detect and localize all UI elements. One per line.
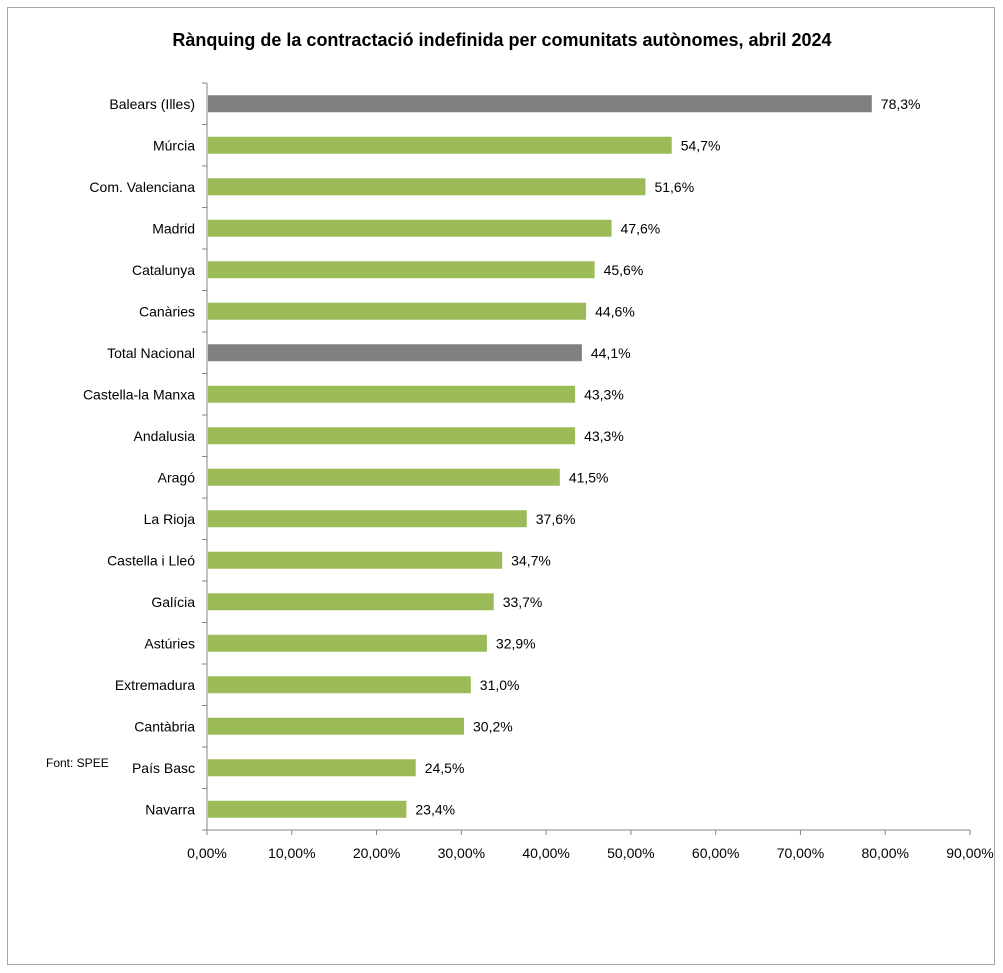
data-label: 43,3% xyxy=(584,428,624,444)
data-label: 37,6% xyxy=(536,511,576,527)
bar xyxy=(208,261,595,279)
data-label: 44,6% xyxy=(595,303,635,319)
category-label: Catalunya xyxy=(132,262,195,278)
category-label: Aragó xyxy=(158,469,196,485)
data-label: 32,9% xyxy=(496,635,536,651)
category-label: Madrid xyxy=(152,220,195,236)
bar xyxy=(208,759,416,777)
data-label: 45,6% xyxy=(604,262,644,278)
category-label: País Basc xyxy=(132,760,195,776)
category-label: Com. Valenciana xyxy=(89,179,195,195)
bar xyxy=(208,178,646,196)
data-label: 54,7% xyxy=(681,137,721,153)
bar xyxy=(208,800,407,818)
bar xyxy=(208,427,576,445)
x-tick-label: 70,00% xyxy=(777,845,824,861)
chart-source: Font: SPEE xyxy=(46,756,109,770)
data-label: 78,3% xyxy=(881,96,921,112)
bar xyxy=(208,302,587,320)
data-label: 31,0% xyxy=(480,677,520,693)
category-label: Andalusia xyxy=(134,428,196,444)
data-label: 43,3% xyxy=(584,386,624,402)
bar xyxy=(208,510,527,528)
data-label: 23,4% xyxy=(415,801,455,817)
x-tick-label: 50,00% xyxy=(607,845,654,861)
bar xyxy=(208,634,487,652)
category-label: Total Nacional xyxy=(107,345,195,361)
data-label: 47,6% xyxy=(621,220,661,236)
bar xyxy=(208,551,503,569)
bar xyxy=(208,344,582,362)
data-label: 44,1% xyxy=(591,345,631,361)
chart-title: Rànquing de la contractació indefinida p… xyxy=(172,30,832,50)
data-label: 30,2% xyxy=(473,718,513,734)
category-label: La Rioja xyxy=(144,511,196,527)
bar xyxy=(208,676,471,694)
bar xyxy=(208,136,672,154)
x-tick-label: 90,00% xyxy=(946,845,993,861)
data-label: 41,5% xyxy=(569,469,609,485)
data-label: 51,6% xyxy=(654,179,694,195)
category-label: Balears (Illes) xyxy=(109,96,195,112)
category-label: Extremadura xyxy=(115,677,195,693)
bar xyxy=(208,219,612,237)
category-label: Navarra xyxy=(145,801,195,817)
x-tick-label: 40,00% xyxy=(522,845,569,861)
x-tick-label: 10,00% xyxy=(268,845,315,861)
x-tick-label: 60,00% xyxy=(692,845,739,861)
bar xyxy=(208,593,494,611)
category-label: Castella i Lleó xyxy=(107,552,195,568)
bar xyxy=(208,468,560,486)
x-tick-label: 80,00% xyxy=(861,845,908,861)
bar xyxy=(208,385,576,403)
data-label: 34,7% xyxy=(511,552,551,568)
x-tick-label: 20,00% xyxy=(353,845,400,861)
category-label: Canàries xyxy=(139,303,195,319)
bar xyxy=(208,717,465,735)
category-label: Galícia xyxy=(151,594,195,610)
chart-frame: Rànquing de la contractació indefinida p… xyxy=(7,7,995,965)
category-label: Astúries xyxy=(144,635,195,651)
data-label: 33,7% xyxy=(503,594,543,610)
bar xyxy=(208,95,872,113)
category-label: Castella-la Manxa xyxy=(83,386,195,402)
x-tick-label: 0,00% xyxy=(187,845,227,861)
category-label: Múrcia xyxy=(153,137,195,153)
category-label: Cantàbria xyxy=(134,718,195,734)
x-tick-label: 30,00% xyxy=(438,845,485,861)
data-label: 24,5% xyxy=(425,760,465,776)
